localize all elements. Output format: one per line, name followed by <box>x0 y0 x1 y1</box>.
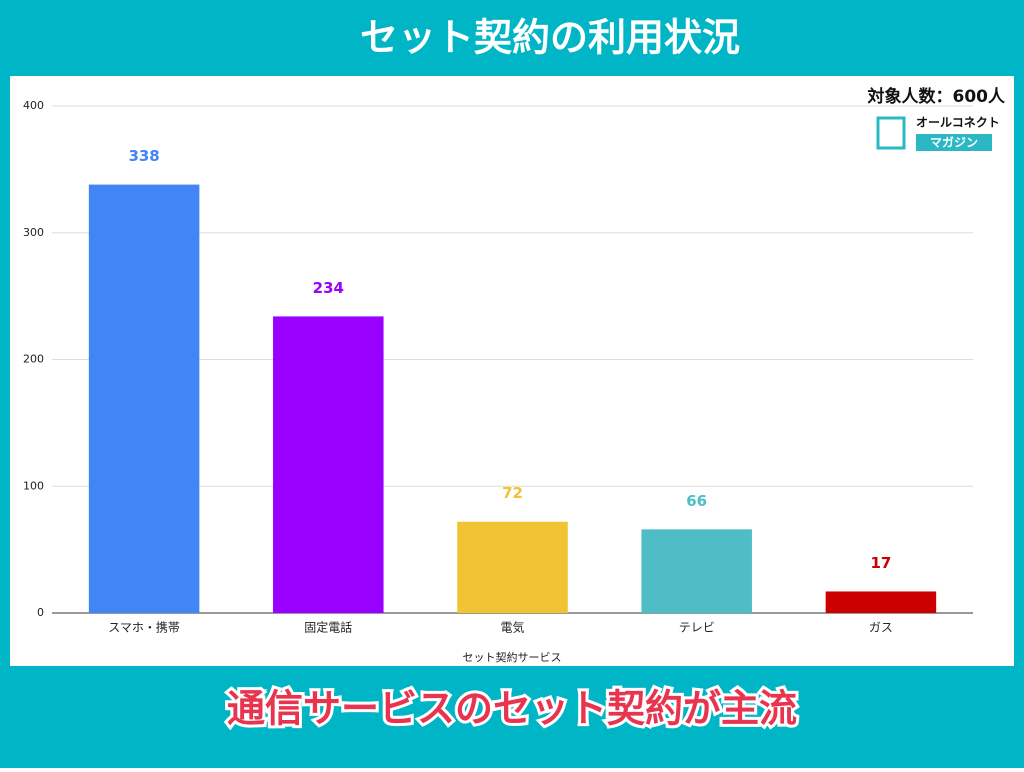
y-tick-label: 100 <box>23 479 44 492</box>
logo-text: オールコネクト <box>916 116 1000 130</box>
bar <box>88 184 200 613</box>
value-label: 17 <box>870 554 891 572</box>
y-tick-label: 300 <box>23 226 44 239</box>
value-label: 66 <box>686 492 707 510</box>
footer-banner <box>22 675 998 745</box>
y-tick-label: 0 <box>37 606 44 619</box>
y-tick-label: 400 <box>23 99 44 112</box>
value-label: 338 <box>128 147 159 165</box>
logo-icon <box>876 116 906 150</box>
x-tick-label: 固定電話 <box>304 620 352 635</box>
x-tick-label: スマホ・携帯 <box>108 620 180 635</box>
bar <box>825 591 937 613</box>
x-axis-label: セット契約サービス <box>463 650 562 664</box>
logo-text: マガジン <box>930 135 978 150</box>
value-label: 234 <box>313 279 344 297</box>
chart-subtitle: 対象人数：600人 <box>867 86 1006 107</box>
x-tick-label: テレビ <box>679 621 715 635</box>
bar <box>641 529 752 613</box>
bar <box>273 316 384 613</box>
x-tick-label: 電気 <box>500 620 524 635</box>
x-tick-label: ガス <box>869 621 893 635</box>
value-label: 72 <box>502 484 523 502</box>
logo-badge <box>916 134 992 151</box>
footer-text: 通信サービスのセット契約が主流 <box>227 687 797 731</box>
bar <box>457 521 568 613</box>
y-tick-label: 200 <box>23 353 44 366</box>
page-title: セット契約の利用状況 <box>360 16 740 60</box>
